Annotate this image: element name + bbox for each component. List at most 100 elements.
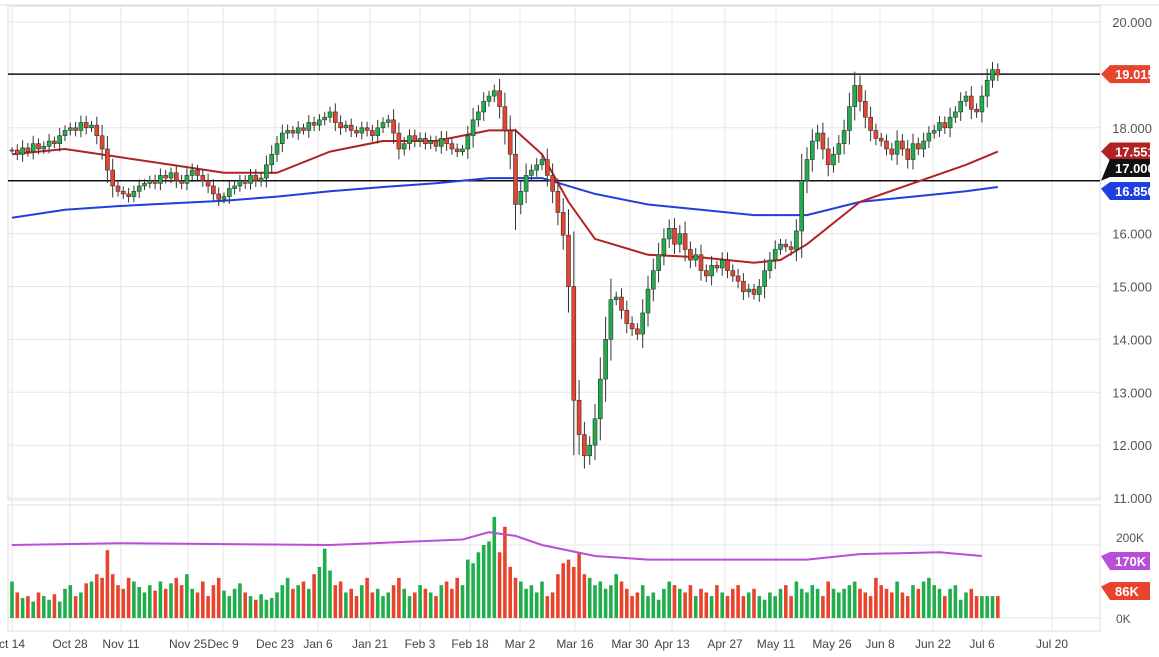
candle-body <box>873 130 879 139</box>
candle-body <box>709 265 714 277</box>
candle-body <box>248 175 253 184</box>
candle <box>20 140 25 162</box>
candle-body <box>110 169 115 187</box>
volume-bar <box>985 596 989 618</box>
volume-bar <box>481 545 486 618</box>
volume-ma-label: 170K <box>1101 552 1150 570</box>
candle-body <box>359 127 365 134</box>
candle-body <box>582 434 587 457</box>
candle-body <box>301 127 306 131</box>
candle <box>661 228 667 266</box>
volume-bar <box>434 596 438 618</box>
candle-body <box>910 143 916 160</box>
candle <box>348 118 354 138</box>
candle <box>873 123 879 146</box>
volume-bar <box>545 596 550 618</box>
volume-bar <box>137 586 141 618</box>
volume-bar <box>269 597 274 618</box>
candle <box>703 264 709 283</box>
candle-body <box>613 296 619 301</box>
candle <box>481 92 487 121</box>
volume-bar <box>455 577 459 618</box>
x-tick-label: Feb 18 <box>451 637 489 651</box>
candle <box>937 116 942 137</box>
candle <box>772 240 778 270</box>
volume-bar <box>948 588 952 618</box>
candle-body <box>52 140 57 144</box>
candle <box>25 142 31 157</box>
volume-bar <box>598 581 603 618</box>
candle-body <box>836 143 842 155</box>
level-label-text: 17.000 <box>1115 161 1155 176</box>
volume-tick-label: 200K <box>1116 531 1144 545</box>
candle-body <box>433 140 439 147</box>
x-tick-label: Dec 23 <box>256 637 294 651</box>
candle-body <box>544 159 550 176</box>
candle <box>396 122 402 160</box>
candle-body <box>121 190 126 195</box>
candle <box>470 107 476 148</box>
candle-body <box>460 148 465 152</box>
volume-bar <box>418 585 422 618</box>
candle-body <box>174 172 179 181</box>
candle <box>174 165 179 189</box>
candle <box>635 323 640 340</box>
candle-body <box>783 243 789 248</box>
volume-bar <box>375 588 380 618</box>
candle <box>762 258 767 299</box>
candle-body <box>529 169 534 176</box>
volume-bar <box>895 581 899 618</box>
candle <box>46 133 52 154</box>
candle-body <box>407 135 412 144</box>
x-tick-label: May 26 <box>812 637 852 651</box>
candle <box>295 121 301 140</box>
candle-body <box>931 130 937 134</box>
candle <box>666 219 672 248</box>
candle-body <box>597 378 603 420</box>
candle <box>465 125 471 159</box>
volume-bar <box>68 585 73 618</box>
candle-body <box>290 130 296 134</box>
volume-bar <box>460 585 465 618</box>
candle <box>327 106 333 123</box>
volume-bar <box>678 588 682 618</box>
candle <box>211 179 216 201</box>
volume-bar <box>238 583 242 618</box>
candle-body <box>20 147 25 155</box>
volume-bar <box>519 581 523 618</box>
candle-body <box>327 111 333 118</box>
candle <box>958 92 964 121</box>
volume-bar <box>407 596 412 618</box>
candle <box>566 209 571 313</box>
candle-body <box>168 172 174 179</box>
volume-ma-label-text: 170K <box>1115 554 1147 569</box>
volume-bar <box>312 574 316 618</box>
volume-bar <box>163 588 168 618</box>
candle <box>603 316 608 402</box>
x-tick-label: Jan 6 <box>303 637 333 651</box>
volume-bar <box>116 585 120 618</box>
candle <box>142 179 147 191</box>
candle-body <box>163 175 168 179</box>
candle <box>126 187 131 203</box>
last-volume-label: 86K <box>1101 582 1150 600</box>
volume-bar <box>943 596 947 618</box>
candle <box>311 116 317 132</box>
candle <box>163 169 168 184</box>
volume-bar <box>593 585 597 618</box>
level-label: 17.000 <box>1101 159 1155 181</box>
candle-body <box>216 193 221 200</box>
volume-bar <box>757 596 762 618</box>
volume-bar <box>179 585 184 618</box>
candle-body <box>274 143 280 155</box>
candle <box>931 124 937 139</box>
candle-body <box>730 270 736 277</box>
volume-bar <box>508 566 512 618</box>
candle <box>746 283 752 298</box>
price-pane <box>7 5 1101 501</box>
candle-body <box>878 138 884 142</box>
candle-body <box>714 265 720 269</box>
candle <box>486 90 492 107</box>
